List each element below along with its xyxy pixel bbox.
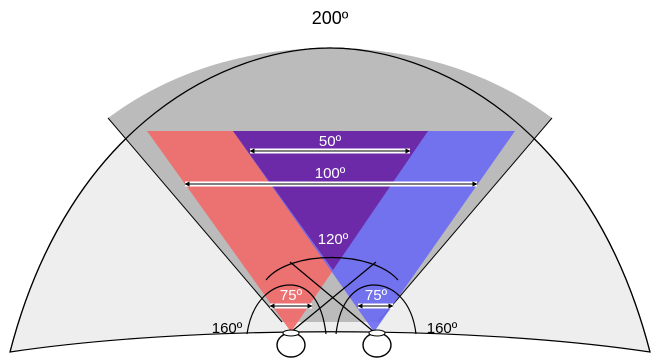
right-field-boundary (377, 117, 553, 323)
label-left-eye-field: 160º (212, 320, 243, 337)
right-eye-socket (335, 284, 417, 335)
label-binocular-focus: 50º (319, 133, 342, 150)
left-eye (276, 332, 306, 358)
overlap-cone (233, 131, 428, 270)
label-binocular-overlap: 120º (318, 231, 349, 248)
label-right-eye-focus: 75º (365, 287, 388, 304)
left-field-boundary (107, 117, 283, 323)
left-pupil (282, 329, 300, 337)
right-eye (362, 332, 392, 358)
overlap-arc (265, 257, 399, 281)
label-left-eye-focus: 75º (280, 287, 303, 304)
left-eye-inner-edge (290, 261, 377, 333)
label-right-eye-field: 160º (427, 320, 458, 337)
right-eye-inner-edge (289, 261, 375, 333)
label-binocular-wide: 100º (315, 165, 346, 182)
label-total-field: 200º (312, 8, 349, 28)
outer-arc-top (9, 47, 651, 353)
right-pupil (368, 329, 386, 337)
